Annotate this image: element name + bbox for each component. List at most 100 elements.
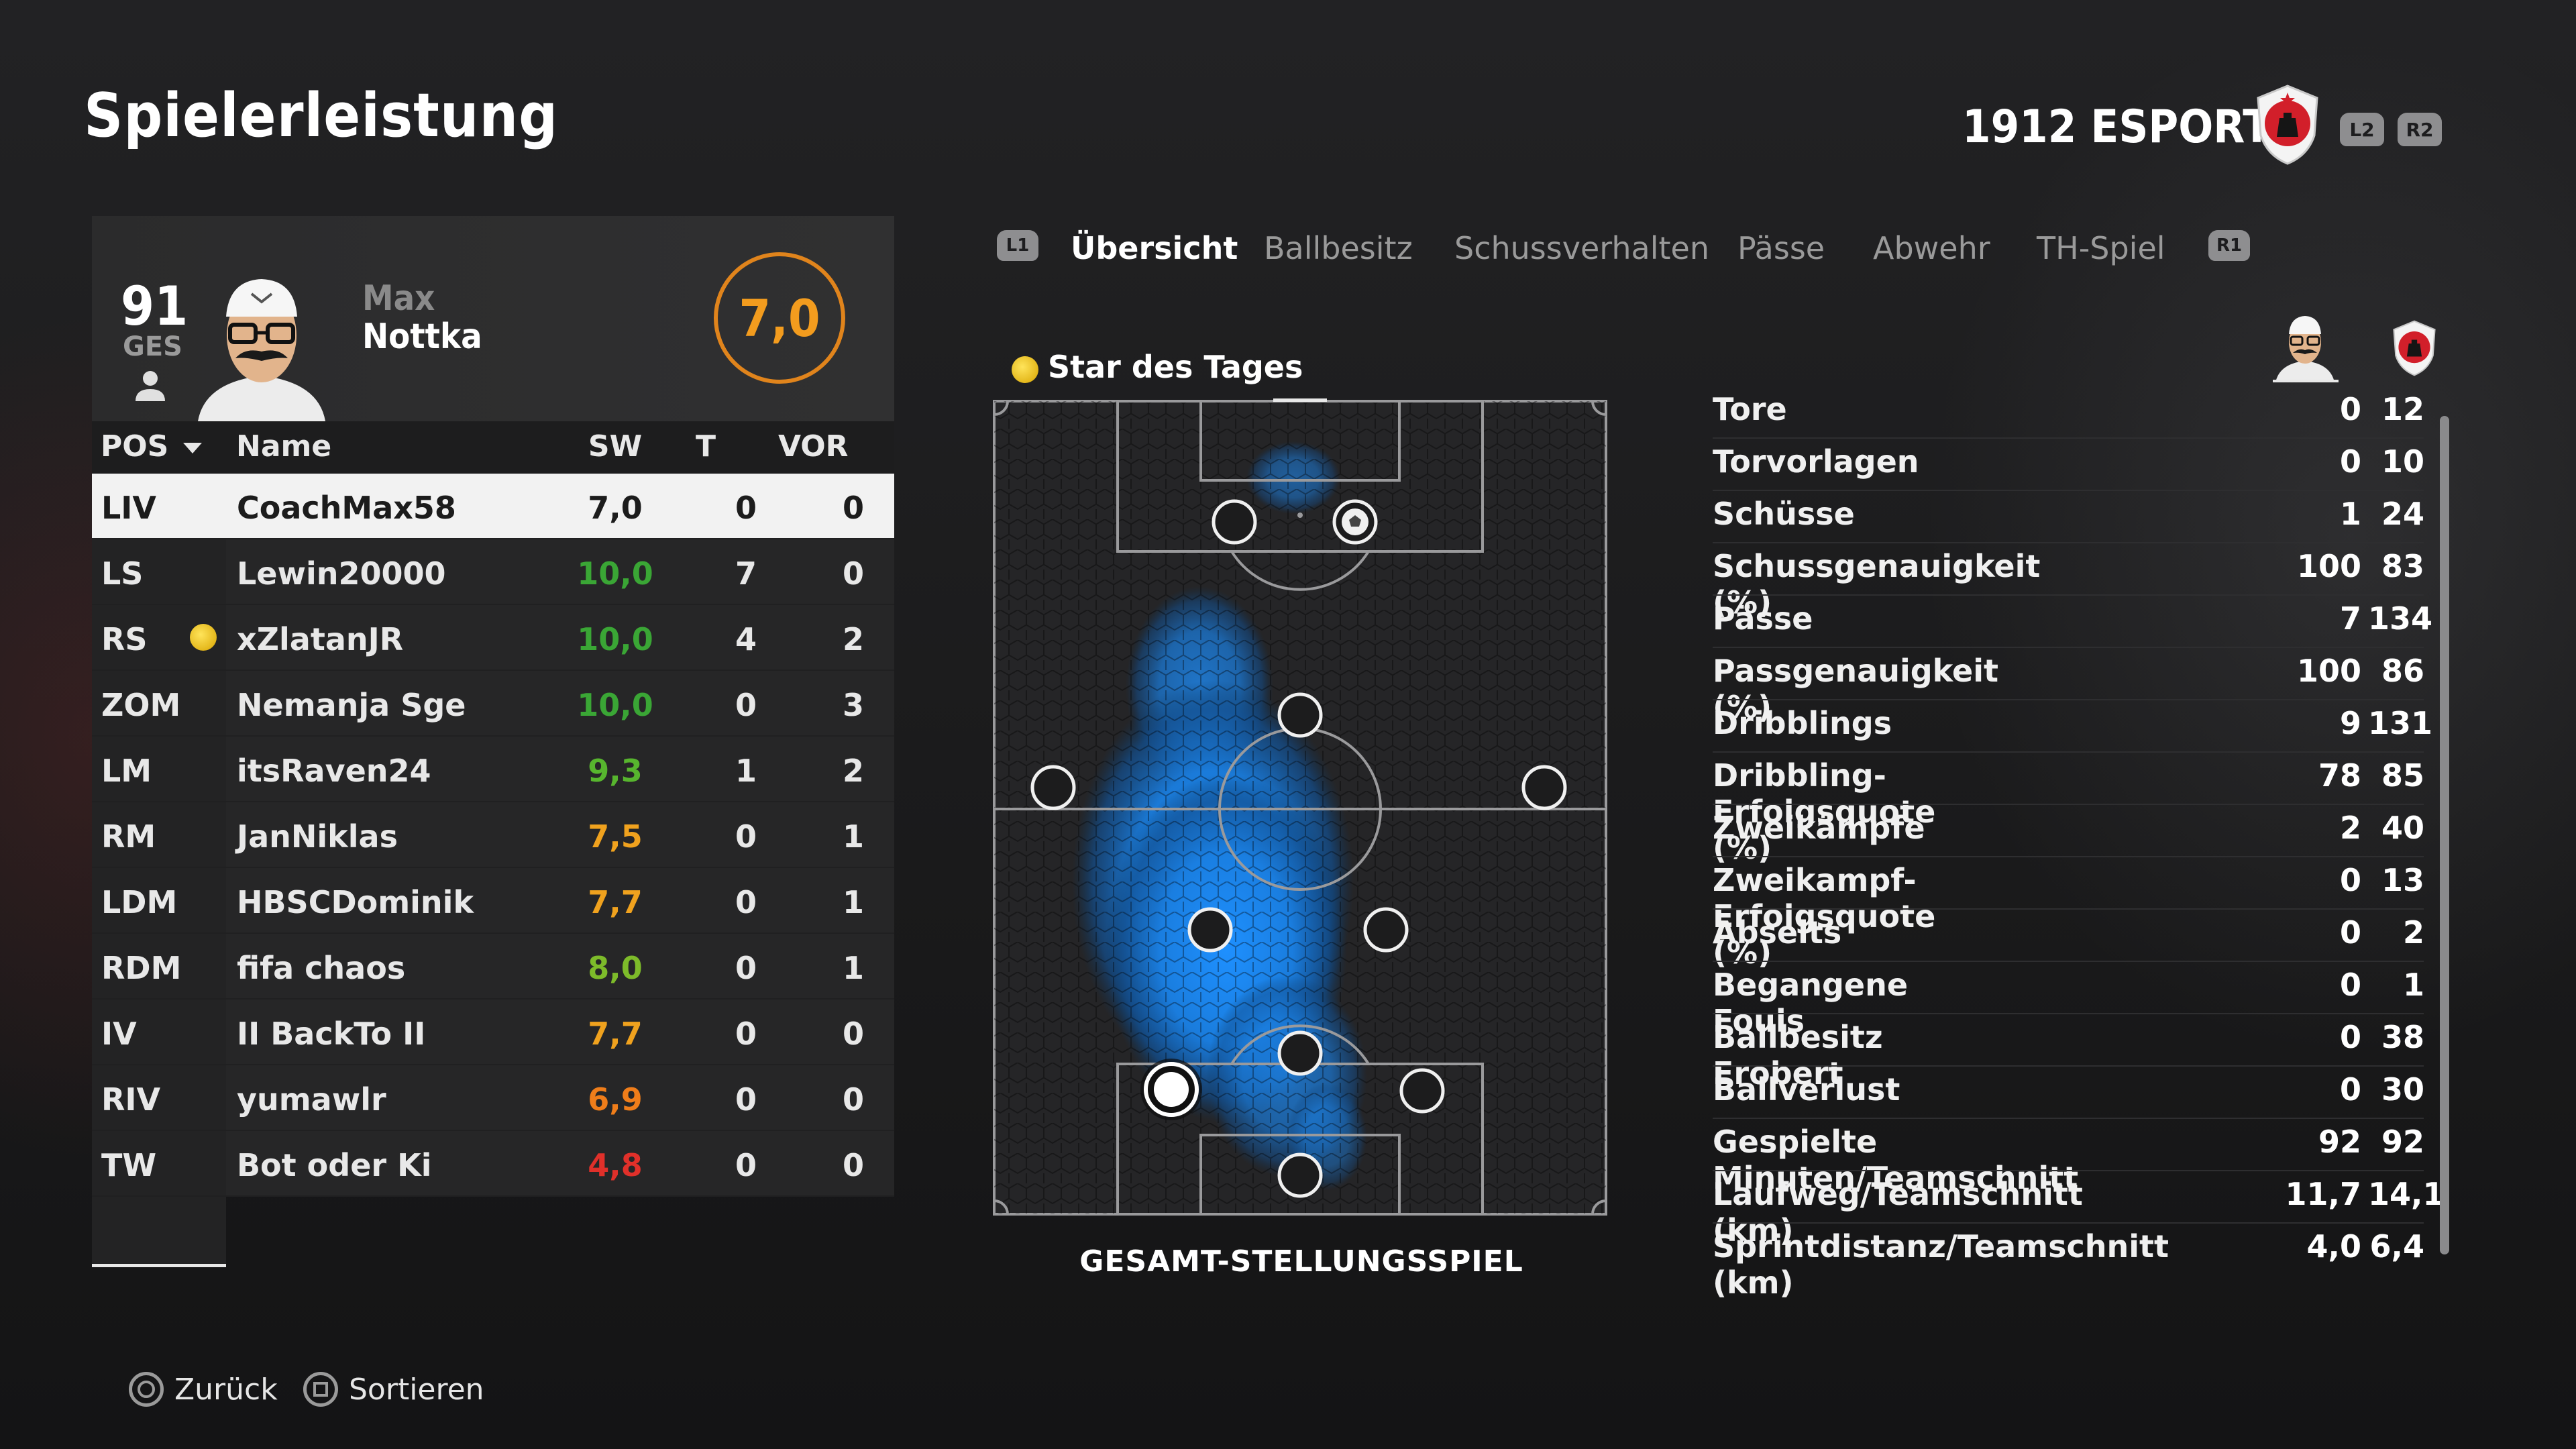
- r2-button[interactable]: R2: [2398, 113, 2442, 146]
- table-row[interactable]: RIV yumawlr 6,9 0 0: [92, 1065, 894, 1131]
- stat-player-value: 0: [2339, 443, 2361, 480]
- row-assists: 1: [842, 884, 864, 920]
- teammate-marker: [1212, 499, 1257, 545]
- stat-team-value: 86: [2381, 653, 2424, 689]
- table-row[interactable]: ZOM Nemanja Sge 10,0 0 3: [92, 671, 894, 737]
- team-crest-icon: [2254, 83, 2321, 166]
- name-cell: [226, 1065, 894, 1130]
- teammate-marker: [1363, 907, 1409, 953]
- stat-label: Passgenauigkeit (%): [1713, 653, 1998, 725]
- teammate-marker: [1521, 765, 1567, 810]
- row-assists: 0: [842, 555, 864, 592]
- stat-player-value: 0: [2339, 862, 2361, 898]
- stat-label: Dribblings: [1713, 705, 1892, 741]
- row-name: itsRaven24: [237, 753, 431, 789]
- selected-player-marker: [1140, 1059, 1202, 1120]
- stat-label: Ballbesitz Erobert: [1713, 1019, 1883, 1091]
- table-row[interactable]: RS xZlatanJR 10,0 4 2: [92, 605, 894, 671]
- match-rating: 7,0: [714, 252, 845, 384]
- stat-team-value: 1: [2402, 967, 2424, 1003]
- name-cell: [226, 539, 894, 604]
- row-pos: LS: [101, 555, 144, 592]
- stat-label: Schüsse: [1713, 496, 1855, 532]
- row-rating: 9,3: [588, 753, 643, 789]
- divider: [1713, 804, 2424, 805]
- name-cell: [226, 605, 894, 669]
- row-pos: LIV: [101, 490, 157, 526]
- tab-th-spiel[interactable]: TH-Spiel: [2037, 230, 2165, 266]
- divider: [1713, 961, 2424, 962]
- table-row[interactable]: LS Lewin20000 10,0 7 0: [92, 539, 894, 605]
- pos-header-label: POS: [101, 429, 169, 464]
- row-goals: 0: [735, 490, 757, 526]
- table-row[interactable]: LM itsRaven24 9,3 1 2: [92, 737, 894, 802]
- table-row[interactable]: IV II BackTo II 7,7 0 0: [92, 1000, 894, 1065]
- star-of-the-day-label: Star des Tages: [1048, 349, 1303, 385]
- tab-uebersicht[interactable]: Übersicht: [1071, 230, 1238, 266]
- row-assists: 1: [842, 950, 864, 986]
- overall-rating: 91: [121, 275, 189, 337]
- row-rating: 7,7: [588, 1016, 643, 1052]
- stat-player-value: 78: [2318, 757, 2361, 794]
- pos-cell: [92, 671, 226, 735]
- pos-cell: [92, 539, 226, 604]
- teammate-marker: [1277, 1152, 1323, 1198]
- divider: [1713, 1013, 2424, 1014]
- divider: [1713, 1170, 2424, 1171]
- stats-scrollbar[interactable]: [2440, 416, 2449, 1254]
- tab-paesse[interactable]: Pässe: [1737, 230, 1825, 266]
- row-pos: RDM: [101, 950, 182, 986]
- table-row[interactable]: RDM fifa chaos 8,0 0 1: [92, 934, 894, 1000]
- table-header: [92, 421, 894, 475]
- pos-cell: [92, 1065, 226, 1130]
- teammate-marker: [1187, 907, 1233, 953]
- teammate-marker: [1030, 765, 1076, 810]
- row-rating: 10,0: [577, 687, 653, 723]
- stat-label: Torvorlagen: [1713, 443, 1919, 480]
- back-button[interactable]: Zurück: [129, 1372, 278, 1407]
- table-row[interactable]: LIV CoachMax58 7,0 0 0: [92, 474, 894, 539]
- divider: [1713, 1118, 2424, 1119]
- stat-team-value: 85: [2381, 757, 2424, 794]
- tab-schussverhalten[interactable]: Schussverhalten: [1454, 230, 1709, 266]
- table-row[interactable]: RM JanNiklas 7,5 0 1: [92, 802, 894, 868]
- stat-team-value: 6,4: [2369, 1228, 2425, 1265]
- name-cell: [226, 934, 894, 998]
- row-goals: 0: [735, 1016, 757, 1052]
- tab-abwehr[interactable]: Abwehr: [1873, 230, 1990, 266]
- stat-label: Sprintdistanz/Teamschnitt (km): [1713, 1228, 2169, 1301]
- pos-cell: [92, 1000, 226, 1064]
- person-icon: [133, 368, 168, 405]
- row-goals: 0: [735, 1081, 757, 1118]
- pitch-title: GESAMT-STELLUNGSSPIEL: [1079, 1244, 1523, 1279]
- row-name: Nemanja Sge: [237, 687, 466, 723]
- star-player-marker: [1332, 499, 1378, 545]
- stat-player-value: 100: [2296, 548, 2361, 584]
- stat-label: Dribbling-Erfolgsquote (%): [1713, 757, 1936, 866]
- player-last-name: Nottka: [362, 317, 482, 357]
- row-assists: 2: [842, 753, 864, 789]
- tab-ballbesitz[interactable]: Ballbesitz: [1264, 230, 1413, 266]
- divider: [1713, 751, 2424, 753]
- table-row[interactable]: LDM HBSCDominik 7,7 0 1: [92, 868, 894, 934]
- star-of-the-day-icon: [190, 624, 217, 651]
- star-of-the-day: Star des Tages: [1012, 349, 1303, 385]
- sort-button[interactable]: Sortieren: [303, 1372, 484, 1407]
- sw-header: SW: [588, 429, 643, 464]
- table-row[interactable]: TW Bot oder Ki 4,8 0 0: [92, 1131, 894, 1197]
- name-cell: [226, 868, 894, 932]
- r1-button[interactable]: R1: [2208, 230, 2250, 261]
- row-name: HBSCDominik: [237, 884, 474, 920]
- stat-team-value: 12: [2381, 391, 2424, 427]
- stat-team-value: 2: [2402, 914, 2424, 951]
- stat-player-value: 1: [2339, 496, 2361, 532]
- row-rating: 10,0: [577, 555, 653, 592]
- stat-player-value: 92: [2318, 1124, 2361, 1160]
- stat-team-value: 13: [2381, 862, 2424, 898]
- l2-button[interactable]: L2: [2340, 113, 2384, 146]
- stat-player-value: 9: [2339, 705, 2361, 741]
- row-assists: 1: [842, 818, 864, 855]
- pos-sort-header[interactable]: POS: [101, 429, 202, 464]
- pos-cell: [92, 868, 226, 932]
- l1-button[interactable]: L1: [997, 230, 1038, 261]
